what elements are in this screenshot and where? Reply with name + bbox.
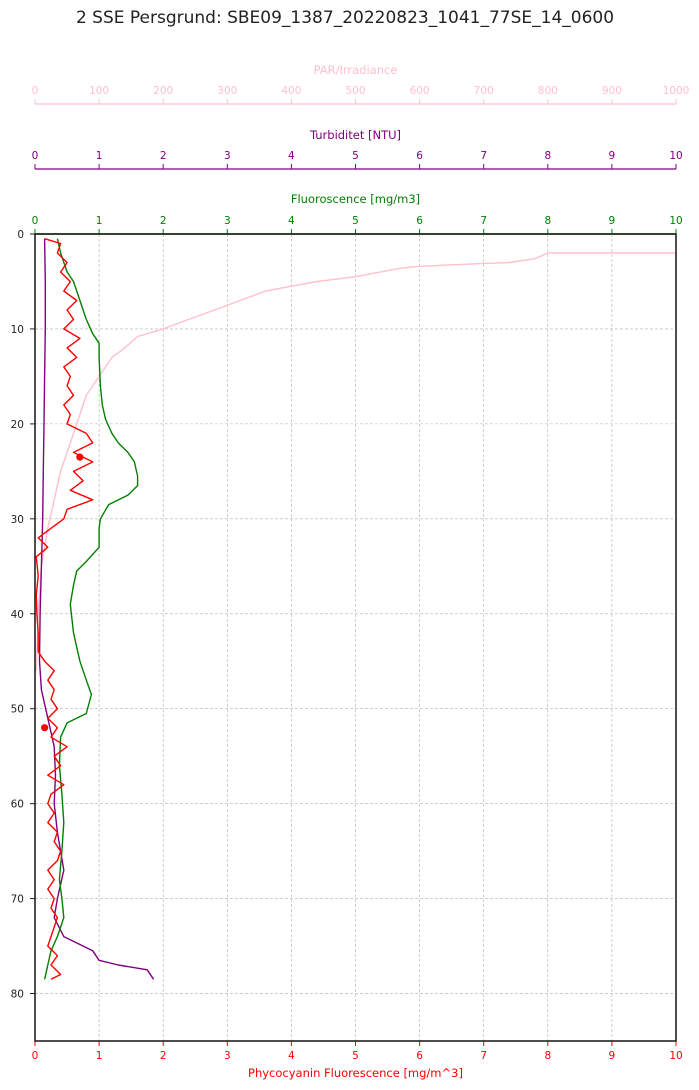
fluorescence-axis-tick-label: 4	[288, 215, 295, 227]
fluorescence-axis-tick-label: 2	[160, 215, 167, 227]
fluorescence-axis-tick-label: 6	[416, 215, 423, 227]
y-axis-tick-label: 70	[11, 894, 24, 906]
phycocyanin-axis-tick-label: 3	[224, 1050, 231, 1062]
par-axis-tick-label: 0	[32, 85, 39, 97]
par-axis-tick-label: 1000	[663, 85, 690, 97]
data-series	[35, 238, 676, 980]
par-axis-tick-label: 900	[602, 85, 622, 97]
turbidity-axis-tick-label: 9	[609, 150, 616, 162]
phycocyanin-axis-tick-label: 0	[32, 1050, 39, 1062]
y-axis-tick-label: 80	[11, 989, 24, 1001]
par-axis-tick-label: 300	[217, 85, 237, 97]
turbidity-series-line	[38, 238, 155, 980]
phycocyanin-axis-tick-label: 5	[352, 1050, 359, 1062]
turbidity-axis-tick-label: 0	[32, 150, 39, 162]
phycocyanin-axis-tick-label: 9	[609, 1050, 616, 1062]
par-series-line	[35, 252, 676, 671]
turbidity-axis-tick-label: 10	[669, 150, 682, 162]
fluorescence-series-line	[43, 238, 139, 980]
fluorescence-axis-tick-label: 9	[609, 215, 616, 227]
fluorescence-axis-tick-label: 7	[480, 215, 487, 227]
phycocyanin-axis-tick-label: 7	[480, 1050, 487, 1062]
turbidity-axis-tick-label: 5	[352, 150, 359, 162]
fluorescence-axis-label: Fluoroscence [mg/m3]	[291, 192, 420, 206]
par-axis-tick-label: 200	[153, 85, 173, 97]
phycocyanin-marker	[41, 724, 49, 732]
phycocyanin-axis-tick-label: 8	[544, 1050, 551, 1062]
turbidity-axis-tick-label: 1	[96, 150, 103, 162]
turbidity-axis-tick-label: 2	[160, 150, 167, 162]
y-axis-tick-label: 10	[11, 324, 24, 336]
turbidity-axis-tick-label: 6	[416, 150, 423, 162]
turbidity-axis-tick-label: 3	[224, 150, 231, 162]
fluorescence-axis-tick-label: 1	[96, 215, 103, 227]
y-axis-tick-label: 30	[11, 514, 24, 526]
phycocyanin-axis-tick-label: 10	[669, 1050, 682, 1062]
fluorescence-axis-tick-label: 3	[224, 215, 231, 227]
y-axis-tick-label: 50	[11, 704, 24, 716]
fluorescence-axis-tick-label: 5	[352, 215, 359, 227]
turbidity-axis-label: Turbiditet [NTU]	[309, 128, 401, 142]
y-axis-tick-label: 40	[11, 609, 24, 621]
chart-title: 2 SSE Persgrund: SBE09_1387_20220823_104…	[76, 8, 614, 28]
phycocyanin-axis-tick-label: 1	[96, 1050, 103, 1062]
par-axis-label: PAR/Irradiance	[314, 63, 398, 77]
fluorescence-axis-tick-label: 0	[32, 215, 39, 227]
phycocyanin-axis-tick-label: 2	[160, 1050, 167, 1062]
y-axis-tick-label: 0	[17, 229, 24, 241]
fluorescence-axis-tick-label: 8	[544, 215, 551, 227]
y-axis-tick-label: 60	[11, 799, 24, 811]
phycocyanin-axis-label: Phycocyanin Fluorescence [mg/m^3]	[248, 1066, 463, 1080]
par-axis-tick-label: 500	[345, 85, 365, 97]
grid-lines	[34, 233, 677, 1041]
fluorescence-axis-tick-label: 10	[669, 215, 682, 227]
turbidity-axis-tick-label: 4	[288, 150, 295, 162]
par-axis-tick-label: 800	[538, 85, 558, 97]
par-axis-tick-label: 100	[89, 85, 109, 97]
phycocyanin-axis-tick-label: 4	[288, 1050, 295, 1062]
turbidity-axis-tick-label: 7	[480, 150, 487, 162]
phycocyanin-axis-tick-label: 6	[416, 1050, 423, 1062]
y-axis-tick-label: 20	[11, 419, 24, 431]
phycocyanin-series-line	[35, 238, 94, 980]
par-axis-tick-label: 400	[281, 85, 301, 97]
phycocyanin-marker	[76, 453, 84, 461]
plot-frame	[34, 233, 677, 1042]
turbidity-axis-tick-label: 8	[544, 150, 551, 162]
par-axis-tick-label: 700	[474, 85, 494, 97]
par-axis-tick-label: 600	[410, 85, 430, 97]
